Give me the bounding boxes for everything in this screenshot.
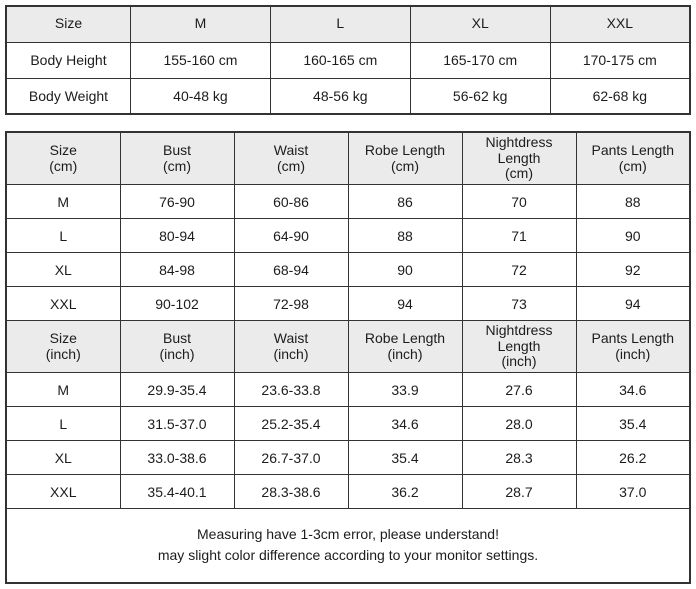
inch-header-cell: Size (inch) bbox=[5, 320, 121, 374]
measure-note-text: Measuring have 1-3cm error, please under… bbox=[5, 508, 691, 584]
size-header-cell: XXL bbox=[549, 5, 691, 43]
value-cell: 40-48 kg bbox=[129, 77, 271, 115]
measurement-value-cell: 25.2-35.4 bbox=[233, 406, 349, 442]
inch-header-cell: Bust (inch) bbox=[119, 320, 235, 374]
value-cell: 170-175 cm bbox=[549, 41, 691, 79]
size-header-cell: L bbox=[269, 5, 411, 43]
cm-measurement-row: M 76-90 60-86 86 70 88 bbox=[5, 184, 691, 220]
garment-measurement-table: Size (cm) Bust (cm) Waist (cm) Robe Length … bbox=[5, 131, 691, 584]
size-header-cell: XL bbox=[409, 5, 551, 43]
body-size-table: Size M L XL XXL Body Height 155-160 cm 160-165… bbox=[5, 5, 691, 115]
size-label-cell: L bbox=[5, 218, 121, 254]
measurement-value-cell: 23.6-33.8 bbox=[233, 372, 349, 408]
measurement-value-cell: 31.5-37.0 bbox=[119, 406, 235, 442]
inch-header-cell: Pants Length (inch) bbox=[575, 320, 691, 374]
measurement-value-cell: 35.4 bbox=[575, 406, 691, 442]
measurement-value-cell: 37.0 bbox=[575, 474, 691, 510]
measurement-value-cell: 33.0-38.6 bbox=[119, 440, 235, 476]
measurement-value-cell: 28.3 bbox=[461, 440, 577, 476]
size-label-cell: XL bbox=[5, 440, 121, 476]
size-label-cell: M bbox=[5, 372, 121, 408]
size-header-cell: Size bbox=[5, 5, 131, 43]
measurement-value-cell: 27.6 bbox=[461, 372, 577, 408]
cm-header-cell: Bust (cm) bbox=[119, 131, 235, 186]
inch-header-cell: Nightdress Length (inch) bbox=[461, 320, 577, 374]
inch-measurement-row: XXL 35.4-40.1 28.3-38.6 36.2 28.7 37.0 bbox=[5, 474, 691, 510]
cm-header-cell: Size (cm) bbox=[5, 131, 121, 186]
cm-header-cell: Robe Length (cm) bbox=[347, 131, 463, 186]
cm-measurement-row: L 80-94 64-90 88 71 90 bbox=[5, 218, 691, 254]
measurement-value-cell: 94 bbox=[347, 286, 463, 322]
row-label-cell: Body Weight bbox=[5, 77, 131, 115]
value-cell: 62-68 kg bbox=[549, 77, 691, 115]
inch-header-row: Size (inch) Bust (inch) Waist (inch) Robe L… bbox=[5, 320, 691, 374]
size-header-cell: M bbox=[129, 5, 271, 43]
inch-measurement-row: L 31.5-37.0 25.2-35.4 34.6 28.0 35.4 bbox=[5, 406, 691, 442]
measurement-value-cell: 35.4 bbox=[347, 440, 463, 476]
size-label-cell: XL bbox=[5, 252, 121, 288]
size-label-cell: XXL bbox=[5, 474, 121, 510]
size-label-cell: M bbox=[5, 184, 121, 220]
measurement-value-cell: 92 bbox=[575, 252, 691, 288]
body-size-row: Body Weight 40-48 kg 48-56 kg 56-62 kg 62-68… bbox=[5, 77, 691, 115]
body-size-row: Body Height 155-160 cm 160-165 cm 165-170 c… bbox=[5, 41, 691, 79]
value-cell: 56-62 kg bbox=[409, 77, 551, 115]
measurement-value-cell: 73 bbox=[461, 286, 577, 322]
measurement-value-cell: 68-94 bbox=[233, 252, 349, 288]
cm-header-cell: Waist (cm) bbox=[233, 131, 349, 186]
measurement-value-cell: 28.3-38.6 bbox=[233, 474, 349, 510]
measurement-value-cell: 90 bbox=[347, 252, 463, 288]
measurement-value-cell: 26.2 bbox=[575, 440, 691, 476]
measurement-value-cell: 72 bbox=[461, 252, 577, 288]
measurement-value-cell: 80-94 bbox=[119, 218, 235, 254]
value-cell: 48-56 kg bbox=[269, 77, 411, 115]
cm-header-cell: Pants Length (cm) bbox=[575, 131, 691, 186]
measurement-value-cell: 26.7-37.0 bbox=[233, 440, 349, 476]
body-size-header-row: Size M L XL XXL bbox=[5, 5, 691, 43]
measurement-value-cell: 88 bbox=[347, 218, 463, 254]
measurement-value-cell: 29.9-35.4 bbox=[119, 372, 235, 408]
measurement-value-cell: 90-102 bbox=[119, 286, 235, 322]
value-cell: 155-160 cm bbox=[129, 41, 271, 79]
inch-measurement-row: M 29.9-35.4 23.6-33.8 33.9 27.6 34.6 bbox=[5, 372, 691, 408]
measurement-value-cell: 72-98 bbox=[233, 286, 349, 322]
measurement-value-cell: 60-86 bbox=[233, 184, 349, 220]
cm-measurement-row: XL 84-98 68-94 90 72 92 bbox=[5, 252, 691, 288]
measurement-value-cell: 64-90 bbox=[233, 218, 349, 254]
row-label-cell: Body Height bbox=[5, 41, 131, 79]
inch-measurement-row: XL 33.0-38.6 26.7-37.0 35.4 28.3 26.2 bbox=[5, 440, 691, 476]
measurement-value-cell: 28.0 bbox=[461, 406, 577, 442]
measurement-value-cell: 34.6 bbox=[347, 406, 463, 442]
measurement-value-cell: 36.2 bbox=[347, 474, 463, 510]
cm-header-row: Size (cm) Bust (cm) Waist (cm) Robe Length … bbox=[5, 131, 691, 186]
size-label-cell: XXL bbox=[5, 286, 121, 322]
measurement-value-cell: 28.7 bbox=[461, 474, 577, 510]
inch-header-cell: Waist (inch) bbox=[233, 320, 349, 374]
measurement-value-cell: 86 bbox=[347, 184, 463, 220]
measurement-value-cell: 88 bbox=[575, 184, 691, 220]
note-row: Measuring have 1-3cm error, please under… bbox=[5, 508, 691, 584]
value-cell: 165-170 cm bbox=[409, 41, 551, 79]
measurement-value-cell: 71 bbox=[461, 218, 577, 254]
size-label-cell: L bbox=[5, 406, 121, 442]
value-cell: 160-165 cm bbox=[269, 41, 411, 79]
measurement-value-cell: 84-98 bbox=[119, 252, 235, 288]
measurement-value-cell: 76-90 bbox=[119, 184, 235, 220]
measurement-value-cell: 90 bbox=[575, 218, 691, 254]
inch-header-cell: Robe Length (inch) bbox=[347, 320, 463, 374]
measurement-value-cell: 33.9 bbox=[347, 372, 463, 408]
measurement-value-cell: 70 bbox=[461, 184, 577, 220]
cm-measurement-row: XXL 90-102 72-98 94 73 94 bbox=[5, 286, 691, 322]
measurement-value-cell: 35.4-40.1 bbox=[119, 474, 235, 510]
measurement-value-cell: 34.6 bbox=[575, 372, 691, 408]
measurement-value-cell: 94 bbox=[575, 286, 691, 322]
cm-header-cell: Nightdress Length (cm) bbox=[461, 131, 577, 186]
